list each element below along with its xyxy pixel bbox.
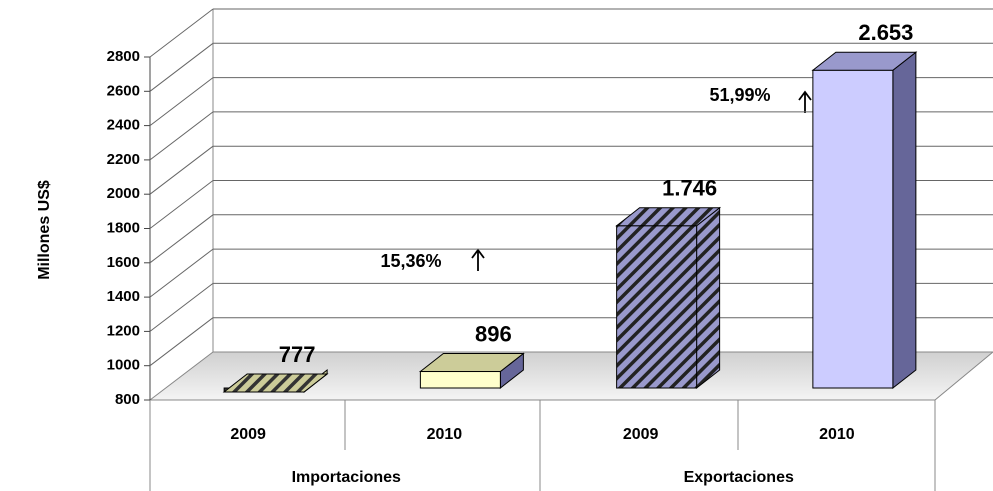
bar-top — [418, 353, 525, 373]
value-label: 777 — [279, 342, 316, 367]
grid-line — [149, 214, 214, 264]
bar — [616, 225, 698, 389]
bar-top — [615, 207, 722, 227]
y-tick-label: 1800 — [107, 219, 140, 236]
bar — [812, 69, 894, 389]
y-tick-label: 2800 — [107, 48, 140, 65]
x-tick-label: 2009 — [623, 426, 659, 443]
arrows — [471, 90, 812, 271]
grid-line — [149, 42, 214, 92]
x-tick-label: 2010 — [819, 426, 855, 443]
bar-side — [892, 51, 917, 390]
x-tick-label: 2010 — [427, 426, 463, 443]
grid-line — [149, 145, 214, 195]
bar-top — [811, 51, 918, 71]
bar-top — [222, 373, 329, 393]
annotation: 51,99% — [709, 85, 770, 105]
grid-line — [149, 283, 214, 332]
y-tick-label: 2200 — [107, 151, 140, 168]
y-tick-label: 1600 — [107, 254, 140, 271]
y-tick-label: 2600 — [107, 82, 140, 99]
x-tick-label: 2009 — [230, 426, 266, 443]
value-label: 1.746 — [662, 176, 717, 201]
grid-line — [149, 248, 214, 298]
grid-line — [149, 111, 214, 161]
annotation: 15,36% — [380, 251, 441, 271]
y-tick-label: 1400 — [107, 288, 140, 305]
y-tick-label: 2400 — [107, 117, 140, 134]
y-axis-label: Millones US$ — [36, 180, 53, 280]
grid-line — [149, 180, 214, 229]
y-tick-label: 2000 — [107, 185, 140, 202]
grid-line — [149, 8, 214, 58]
bar — [419, 371, 501, 389]
floor — [148, 351, 993, 401]
value-label: 896 — [475, 321, 512, 346]
x-axis-table — [149, 400, 936, 491]
y-tick-label: 800 — [115, 391, 140, 408]
group-label: Importaciones — [292, 469, 401, 486]
y-tick-label: 1200 — [107, 322, 140, 339]
grid-line — [149, 77, 214, 126]
value-label: 2.653 — [858, 20, 913, 45]
group-label: Exportaciones — [684, 469, 794, 486]
bar-side — [696, 206, 721, 390]
grid-line — [149, 317, 214, 367]
y-tick-label: 1000 — [107, 357, 140, 374]
